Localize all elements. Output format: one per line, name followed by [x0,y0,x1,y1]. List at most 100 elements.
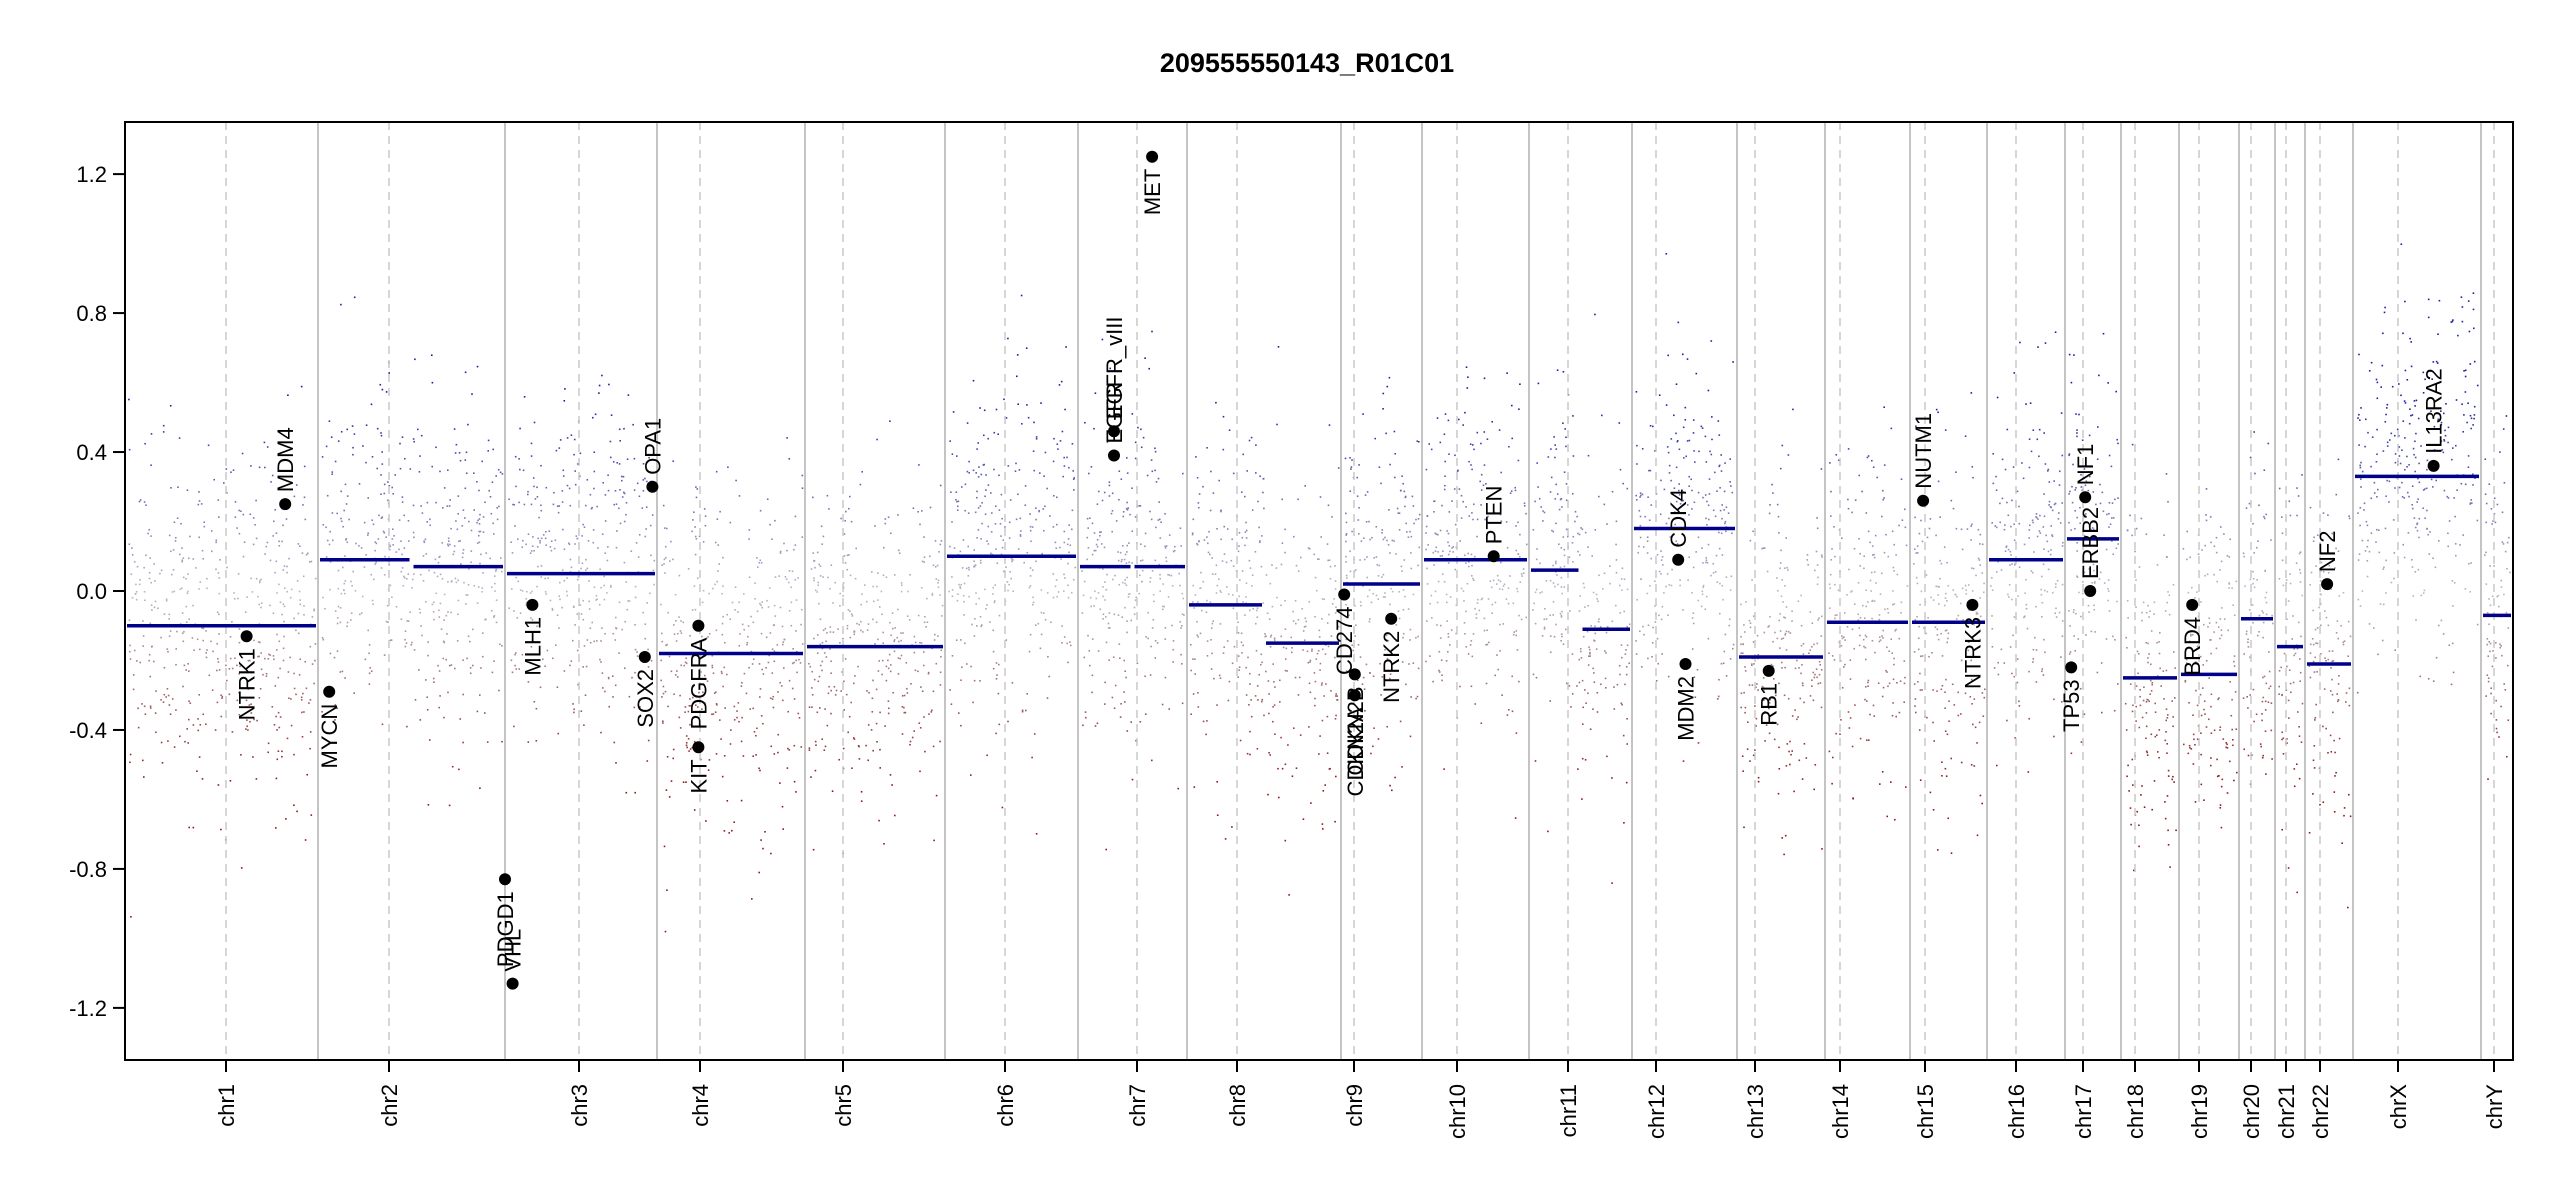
probe-point [1830,490,1832,493]
probe-point [214,729,217,731]
probe-point [1970,659,1972,662]
probe-point [603,575,605,578]
probe-point [918,464,920,466]
probe-point [1110,512,1113,515]
probe-point [198,756,201,758]
probe-point [759,696,761,698]
probe-point [309,747,311,750]
probe-point [1950,852,1953,854]
probe-point [2083,534,2086,537]
probe-point [419,611,421,614]
probe-point [879,606,881,608]
probe-point [579,452,582,455]
probe-point [610,586,612,588]
probe-point [1811,679,1813,681]
probe-point [1386,657,1389,660]
probe-point [987,543,990,545]
probe-point [909,743,911,746]
probe-point [1605,652,1607,654]
probe-point [1319,496,1322,498]
probe-point [1971,703,1973,705]
probe-point [482,655,484,658]
probe-point [443,716,445,719]
probe-point [731,601,734,604]
probe-point [1865,658,1867,661]
probe-point [2148,616,2150,618]
probe-point [455,581,458,584]
probe-point [874,525,876,527]
probe-point [1975,613,1978,615]
probe-point [259,580,261,582]
probe-point [955,639,958,641]
probe-point [1592,667,1594,670]
probe-point [1224,838,1227,840]
probe-point [890,664,892,666]
probe-point [939,684,942,686]
probe-point [539,541,541,544]
probe-point [1194,594,1197,596]
probe-point [1525,512,1527,515]
probe-point [798,658,800,661]
probe-point [1410,535,1413,538]
probe-point [1035,507,1037,509]
probe-point [331,473,333,475]
probe-point [1916,582,1919,585]
probe-point [1125,676,1127,679]
probe-point [618,428,621,431]
probe-point [1649,585,1651,587]
probe-point [498,505,500,508]
probe-point [1119,551,1122,554]
probe-point [1009,499,1012,501]
probe-point [1086,517,1089,520]
probe-point [1231,538,1233,541]
probe-point [2215,551,2218,554]
probe-point [1841,687,1844,689]
probe-point [645,528,647,530]
probe-point [1417,635,1419,638]
probe-point [2087,604,2090,607]
probe-point [1165,545,1168,547]
probe-point [1647,624,1650,627]
probe-point [1219,623,1222,625]
probe-point [1671,568,1673,571]
probe-point [1417,667,1420,670]
probe-point [866,600,868,603]
probe-point [1126,544,1128,547]
probe-point [1647,657,1649,660]
probe-point [735,479,737,482]
probe-point [495,570,497,572]
probe-point [1409,735,1412,738]
probe-point [1594,632,1596,635]
probe-point [1249,683,1251,685]
probe-point [228,693,231,696]
probe-point [708,759,711,761]
probe-point [1318,636,1321,638]
probe-point [1749,539,1752,542]
probe-point [1802,653,1805,655]
probe-point [1318,629,1321,632]
probe-point [1479,480,1481,483]
probe-point [1402,482,1404,485]
probe-point [1537,382,1540,385]
probe-point [872,679,874,682]
probe-point [721,633,724,636]
probe-point [216,611,219,614]
probe-point [1679,579,1681,581]
probe-point [404,645,407,648]
probe-point [711,654,714,657]
probe-point [1008,583,1010,586]
probe-point [2097,426,2099,428]
probe-point [2141,716,2144,719]
probe-point [850,701,852,704]
probe-point [618,463,621,465]
probe-point [450,527,452,530]
probe-point [1900,601,1903,604]
probe-point [2108,526,2110,528]
probe-point [613,741,616,744]
probe-point [1263,714,1265,717]
probe-point [819,618,822,620]
probe-point [1611,882,1613,884]
probe-point [1701,593,1704,596]
probe-point [1830,515,1832,517]
probe-point [1818,673,1821,676]
